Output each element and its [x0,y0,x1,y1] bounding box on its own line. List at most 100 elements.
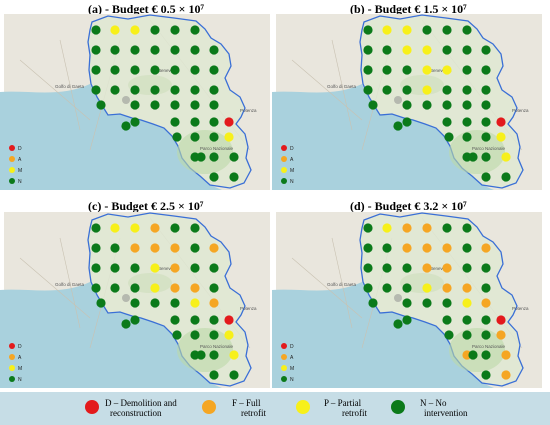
grid-point-marker [363,283,373,293]
grid-point-marker [481,172,491,182]
grid-point-marker [481,263,491,273]
grid-point-marker [150,85,160,95]
road-lines [291,19,523,151]
grid-point-marker [229,172,239,182]
grid-point-marker [382,243,392,253]
sea-label-gulf: Golfo di Gaeta [327,282,357,287]
grid-point-marker [402,85,412,95]
grid-point-marker [170,100,180,110]
grid-point-marker [209,117,219,127]
grid-point-marker [444,132,454,142]
grid-point-marker [442,263,452,273]
grid-point-marker [170,25,180,35]
grid-point-marker [402,117,412,127]
grid-point-marker [481,100,491,110]
grid-point-marker [130,223,140,233]
grid-point-marker [442,25,452,35]
legend-label-partial-line1: P – Partial [324,398,362,408]
grid-point-marker [462,315,472,325]
grid-point-marker [170,263,180,273]
grid-point-marker [382,263,392,273]
map-legend-dot-n-icon [9,178,15,184]
grid-point-marker [481,132,491,142]
grid-point-marker [190,263,200,273]
sea-label-gulf: Golfo di Gaeta [55,84,85,89]
map-legend-label-d: D [18,344,22,350]
grid-point-marker [442,45,452,55]
map-legend-label-m: M [290,168,294,174]
grid-point-marker [462,223,472,233]
grid-point-marker [363,65,373,75]
red-dot-icon [85,400,99,414]
grid-point-marker [462,85,472,95]
map-panel-d: Golfo di Gaeta Benevento Potenza Parco Nazi… [272,212,542,388]
map-legend-dot-d-icon [281,145,287,151]
grid-point-marker [368,100,378,110]
grid-point-marker [170,65,180,75]
grid-point-marker [91,65,101,75]
city-label-potenza: Potenza [512,306,529,311]
map-legend-label-a: A [290,157,294,163]
grid-point-marker [150,100,160,110]
map-legend-label-d: D [290,344,294,350]
national-park-area [177,130,233,174]
map-legend-dot-a-icon [281,156,287,162]
grid-point-marker [150,283,160,293]
road-lines [19,217,251,349]
grid-point-marker [209,315,219,325]
grid-point-marker [442,223,452,233]
panel-title-c: (c) - Budget € 2.5 × 10⁷ [88,199,204,213]
grid-point-marker [481,315,491,325]
grid-point-marker [130,25,140,35]
grid-point-marker [170,85,180,95]
grid-point-marker [422,45,432,55]
grid-point-marker [190,330,200,340]
park-label: Parco Nazionale [200,146,234,151]
grid-point-marker [501,370,511,380]
city-label-benevento: Benevento [158,266,180,271]
grid-point-marker [444,330,454,340]
grid-point-marker [442,243,452,253]
grid-point-marker [481,330,491,340]
naples-urban-area [394,294,402,302]
grid-point-marker [130,117,140,127]
map-legend-dot-a-icon [9,156,15,162]
grid-point-marker [462,45,472,55]
grid-point-marker [402,65,412,75]
map-legend-dot-d-icon [9,145,15,151]
grid-point-marker [402,243,412,253]
grid-point-marker [402,25,412,35]
grid-point-marker [91,25,101,35]
grid-point-marker [382,45,392,55]
grid-point-marker [422,223,432,233]
grid-point-marker [393,121,403,131]
naples-urban-area [122,96,130,104]
map-legend-dot-n-icon [9,376,15,382]
grid-point-marker [190,298,200,308]
grid-point-marker [422,298,432,308]
grid-point-marker [150,45,160,55]
grid-point-marker [462,132,472,142]
road-lines [291,217,523,349]
grid-point-marker [224,132,234,142]
city-label-benevento: Benevento [430,68,452,73]
grid-point-marker [368,298,378,308]
grid-point-marker [229,370,239,380]
intervention-legend: D – Demolition and reconstruction F – Fu… [0,392,550,425]
grid-point-marker [481,152,491,162]
grid-point-marker [130,283,140,293]
grid-point-marker [224,315,234,325]
grid-point-marker [363,243,373,253]
city-label-benevento: Benevento [158,68,180,73]
grid-point-marker [382,223,392,233]
city-label-benevento: Benevento [430,266,452,271]
orange-dot-icon [202,400,216,414]
grid-point-marker [422,25,432,35]
grid-point-marker [110,65,120,75]
grid-point-marker [442,298,452,308]
map-legend-dot-n-icon [281,178,287,184]
grid-point-marker [190,25,200,35]
grid-point-marker [130,263,140,273]
legend-label-none-line2: intervention [424,408,468,418]
grid-point-marker [209,85,219,95]
